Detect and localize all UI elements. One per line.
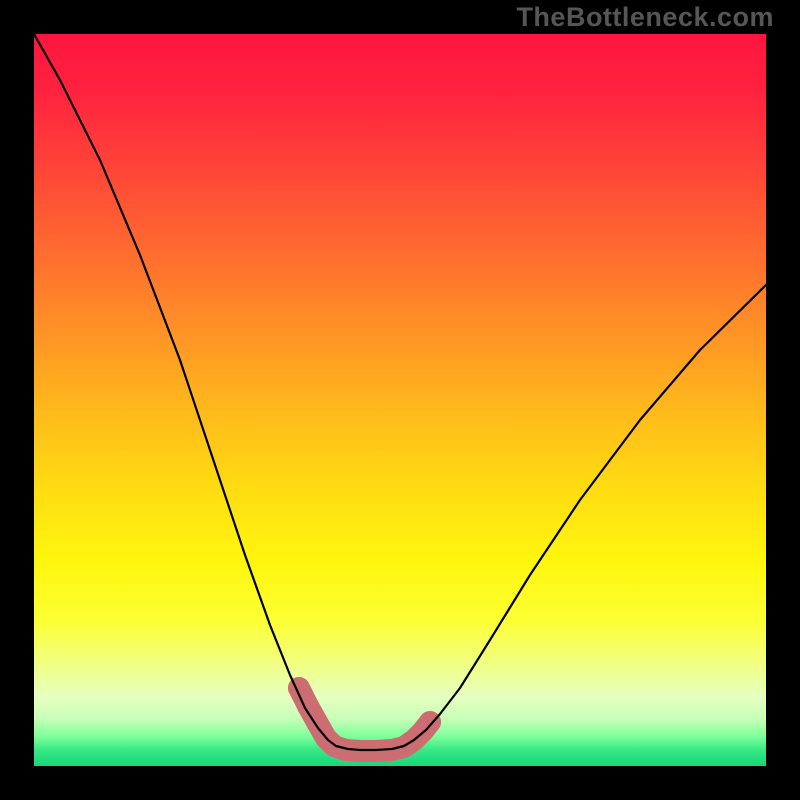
bottleneck-chart xyxy=(34,34,766,766)
watermark-text: TheBottleneck.com xyxy=(516,2,774,33)
frame-bottom xyxy=(0,766,800,800)
frame-right xyxy=(766,0,800,800)
frame-left xyxy=(0,0,34,800)
